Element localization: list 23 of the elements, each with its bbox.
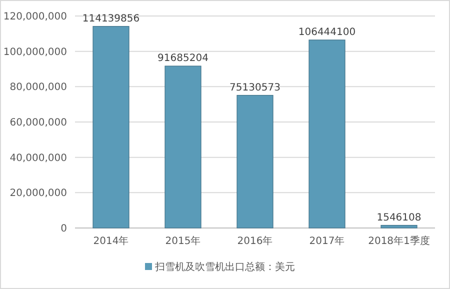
bar (308, 40, 346, 228)
y-tick-label: 0 (60, 224, 67, 234)
x-tick-label: 2014年 (93, 235, 129, 247)
x-tick-label: 2017年 (309, 235, 345, 247)
y-tick-label: 20,000,000 (10, 188, 67, 200)
y-tick-label: 100,000,000 (3, 46, 67, 58)
y-tick-label: 120,000,000 (3, 12, 67, 22)
data-label: 114139856 (82, 13, 140, 24)
x-tick-label: 2016年 (237, 235, 273, 247)
y-tick-label: 40,000,000 (10, 152, 67, 164)
y-tick-label: 80,000,000 (10, 82, 67, 94)
data-label: 1546108 (376, 212, 422, 224)
x-tick-label: 2015年 (165, 235, 201, 247)
data-label: 91685204 (158, 53, 208, 64)
data-label: 106444100 (298, 26, 356, 38)
legend-label: 扫雪机及吹雪机出口总额：美元 (154, 261, 295, 273)
bar (92, 26, 130, 228)
x-tick-label: 2018年1季度 (368, 235, 430, 247)
y-tick-label: 60,000,000 (10, 118, 67, 128)
bar (164, 66, 202, 228)
bar (236, 94, 274, 228)
bar (380, 224, 418, 228)
data-label: 75130573 (230, 82, 280, 94)
